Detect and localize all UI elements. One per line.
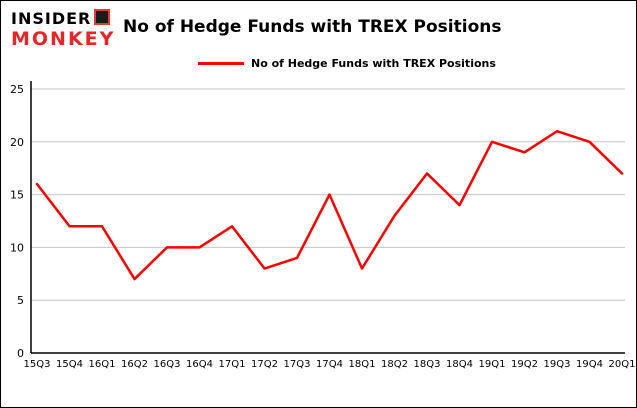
x-tick-label: 18Q4 [446, 359, 473, 370]
y-tick-label: 5 [17, 294, 24, 307]
x-tick-label: 15Q4 [56, 359, 83, 370]
x-tick-label: 17Q4 [316, 359, 343, 370]
logo-text-monkey: MONKEY [11, 27, 116, 50]
y-tick-label: 15 [10, 189, 24, 202]
x-tick-label: 17Q2 [251, 359, 278, 370]
x-tick-label: 19Q4 [576, 359, 603, 370]
x-tick-label: 15Q3 [24, 359, 51, 370]
x-tick-label: 19Q3 [544, 359, 571, 370]
y-tick-label: 10 [10, 241, 24, 254]
legend-label: No of Hedge Funds with TREX Positions [251, 57, 496, 70]
x-tick-label: 17Q3 [284, 359, 311, 370]
x-tick-label: 17Q1 [219, 359, 246, 370]
chart-title: No of Hedge Funds with TREX Positions [123, 17, 502, 37]
x-tick-label: 16Q3 [154, 359, 181, 370]
y-tick-label: 0 [17, 347, 24, 360]
monkey-icon [94, 9, 111, 25]
x-tick-label: 18Q3 [414, 359, 441, 370]
y-tick-label: 20 [10, 136, 24, 149]
x-tick-label: 18Q2 [381, 359, 408, 370]
legend-line-swatch [198, 62, 244, 65]
series-line [35, 129, 624, 281]
logo-line1: INSIDER [11, 9, 115, 28]
legend: No of Hedge Funds with TREX Positions [198, 57, 496, 70]
x-tick-label: 16Q4 [186, 359, 213, 370]
x-tick-label: 16Q1 [89, 359, 116, 370]
insider-monkey-logo: INSIDER MONKEY [11, 9, 115, 50]
x-tick-label: 19Q1 [479, 359, 506, 370]
x-tick-label: 20Q1 [609, 359, 636, 370]
logo-text-insider: INSIDER [11, 9, 92, 28]
x-tick-label: 16Q2 [121, 359, 148, 370]
y-tick-label: 25 [10, 83, 24, 96]
x-tick-label: 18Q1 [349, 359, 376, 370]
x-tick-label: 19Q2 [511, 359, 538, 370]
